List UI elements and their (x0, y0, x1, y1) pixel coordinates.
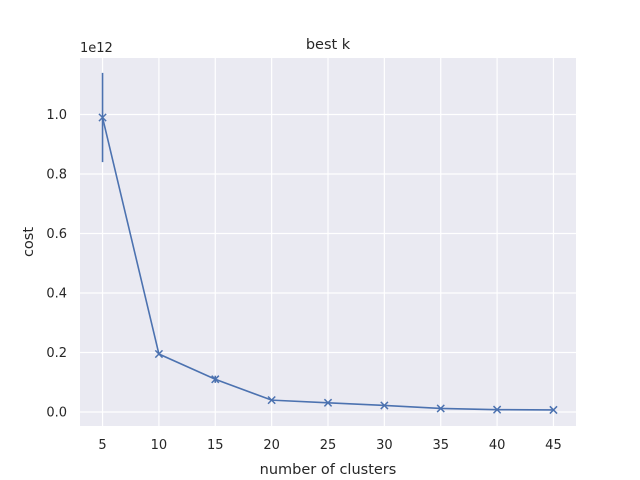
x-axis-label: number of clusters (260, 462, 397, 478)
x-tick-label: 20 (263, 438, 280, 453)
data-point-marker (267, 395, 276, 405)
y-tick-labels: 0.0 0.2 0.4 0.6 0.8 1.0 (46, 108, 67, 420)
data-point-marker (436, 404, 445, 413)
data-point-marker (549, 405, 558, 415)
x-tick-label: 30 (376, 438, 393, 453)
data-point-marker (98, 113, 107, 122)
data-point-marker (154, 349, 164, 359)
series-layer (98, 72, 558, 415)
y-tick-label: 0.0 (46, 406, 67, 421)
data-point-marker (211, 375, 220, 384)
y-tick-label: 0.4 (46, 287, 67, 302)
y-axis-label: cost (21, 227, 37, 257)
y-tick-label: 0.8 (46, 168, 67, 183)
y-tick-label: 0.2 (46, 346, 67, 361)
x-tick-label: 15 (207, 438, 224, 453)
y-tick-label: 1.0 (46, 108, 67, 123)
x-tick-label: 5 (98, 438, 106, 453)
data-point-marker (323, 398, 333, 407)
x-tick-label: 10 (151, 438, 168, 453)
data-point-marker (492, 405, 502, 414)
x-tick-label: 45 (545, 438, 562, 453)
y-tick-label: 0.6 (46, 227, 67, 242)
y-offset-label: 1e12 (80, 41, 113, 56)
x-tick-label: 25 (320, 438, 337, 453)
data-point-marker (380, 401, 389, 410)
x-tick-labels: 5 10 15 20 25 30 35 40 45 (98, 438, 561, 453)
x-tick-label: 35 (432, 438, 449, 453)
x-tick-label: 40 (489, 438, 506, 453)
y-gridlines (80, 113, 576, 413)
chart-title: best k (306, 37, 351, 53)
